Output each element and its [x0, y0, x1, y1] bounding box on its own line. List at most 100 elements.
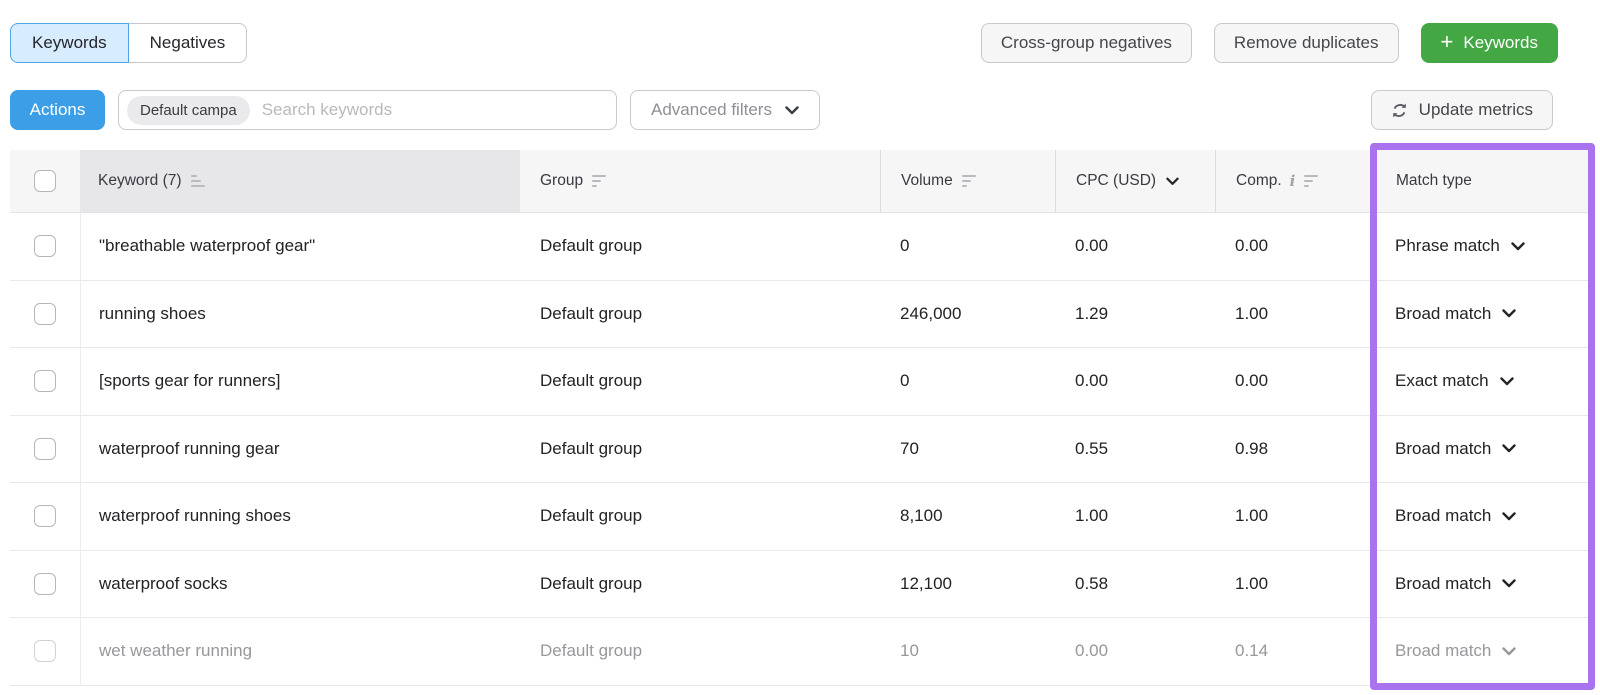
volume-value: 8,100	[900, 506, 943, 526]
chevron-down-icon	[1502, 444, 1517, 453]
actions-label: Actions	[29, 100, 86, 119]
comp-cell: 0.14	[1215, 618, 1373, 685]
cross-group-negatives-button[interactable]: Cross-group negatives	[980, 23, 1192, 63]
comp-cell: 0.00	[1215, 213, 1373, 280]
table-row: waterproof running shoes Default group 8…	[10, 483, 1590, 551]
match-type-dropdown[interactable]: Exact match	[1373, 348, 1590, 415]
volume-cell: 70	[880, 416, 1055, 483]
comp-column-label: Comp.	[1236, 172, 1282, 189]
column-header-group[interactable]: Group	[520, 150, 880, 212]
keyword-text: waterproof socks	[99, 573, 228, 593]
actions-button[interactable]: Actions	[10, 90, 105, 130]
keyword-text: waterproof running gear	[99, 438, 280, 458]
campaign-filter-pill[interactable]: Default campa	[127, 95, 250, 125]
sort-icon	[961, 174, 976, 188]
add-keywords-button[interactable]: + Keywords	[1420, 23, 1558, 63]
plus-icon: +	[1440, 29, 1454, 54]
match-type-dropdown[interactable]: Broad match	[1373, 416, 1590, 483]
volume-value: 0	[900, 236, 910, 256]
group-text: Default group	[540, 371, 643, 391]
comp-cell: 0.98	[1215, 416, 1373, 483]
match-type-value: Phrase match	[1395, 236, 1500, 256]
keyword-text: wet weather running	[99, 641, 253, 661]
info-icon[interactable]: i	[1289, 172, 1296, 190]
match-type-value: Broad match	[1395, 506, 1492, 526]
cpc-cell: 0.58	[1055, 551, 1215, 618]
comp-cell: 1.00	[1215, 483, 1373, 550]
cpc-value: 0.00	[1075, 236, 1109, 256]
keyword-text: waterproof running shoes	[99, 506, 291, 526]
column-header-keyword[interactable]: Keyword (7)	[80, 150, 520, 212]
cross-group-negatives-label: Cross-group negatives	[1000, 33, 1172, 52]
group-text: Default group	[540, 438, 643, 458]
keyword-cell: "breathable waterproof gear"	[80, 213, 520, 280]
table-body: "breathable waterproof gear" Default gro…	[10, 213, 1590, 686]
table-row: running shoes Default group 246,000 1.29…	[10, 280, 1590, 348]
tab-keywords-label: Keywords	[32, 33, 107, 52]
keyword-text: running shoes	[99, 303, 206, 323]
column-header-volume[interactable]: Volume	[880, 150, 1055, 212]
row-checkbox[interactable]	[34, 437, 56, 460]
match-type-value: Broad match	[1395, 641, 1492, 661]
row-checkbox[interactable]	[34, 302, 56, 325]
match-type-dropdown[interactable]: Broad match	[1373, 618, 1590, 685]
add-keywords-label: Keywords	[1463, 33, 1538, 52]
match-type-dropdown[interactable]: Broad match	[1373, 551, 1590, 618]
cpc-cell: 1.29	[1055, 281, 1215, 348]
cpc-cell: 1.00	[1055, 483, 1215, 550]
volume-cell: 8,100	[880, 483, 1055, 550]
row-checkbox-cell	[10, 483, 80, 550]
column-header-cpc[interactable]: CPC (USD)	[1055, 150, 1215, 212]
row-checkbox[interactable]	[34, 505, 56, 528]
row-checkbox[interactable]	[34, 370, 56, 393]
campaign-filter-label: Default campa	[140, 101, 237, 119]
select-all-checkbox[interactable]	[34, 170, 56, 192]
group-cell: Default group	[520, 551, 880, 618]
table-row: wet weather running Default group 10 0.0…	[10, 618, 1590, 686]
group-column-label: Group	[540, 172, 584, 189]
remove-duplicates-button[interactable]: Remove duplicates	[1213, 23, 1399, 63]
comp-cell: 1.00	[1215, 551, 1373, 618]
cpc-value: 0.58	[1075, 573, 1109, 593]
tab-keywords[interactable]: Keywords	[10, 23, 129, 63]
group-cell: Default group	[520, 348, 880, 415]
cpc-value: 0.00	[1075, 371, 1109, 391]
keyword-cell: wet weather running	[80, 618, 520, 685]
volume-cell: 12,100	[880, 551, 1055, 618]
table-row: "breathable waterproof gear" Default gro…	[10, 213, 1590, 281]
keyword-text: "breathable waterproof gear"	[99, 236, 316, 256]
group-text: Default group	[540, 641, 643, 661]
advanced-filters-dropdown[interactable]: Advanced filters	[630, 90, 820, 130]
group-text: Default group	[540, 573, 643, 593]
search-input[interactable]	[259, 99, 616, 121]
cpc-cell: 0.00	[1055, 348, 1215, 415]
row-checkbox[interactable]	[34, 235, 56, 258]
match-type-dropdown[interactable]: Phrase match	[1373, 213, 1590, 280]
volume-value: 246,000	[900, 303, 962, 323]
row-checkbox[interactable]	[34, 640, 56, 663]
volume-cell: 0	[880, 213, 1055, 280]
sort-desc-chevron-icon	[1166, 177, 1179, 185]
tab-negatives[interactable]: Negatives	[128, 23, 248, 63]
tab-negatives-label: Negatives	[149, 33, 226, 52]
comp-value: 1.00	[1235, 303, 1269, 323]
volume-value: 0	[900, 371, 910, 391]
table-row: [sports gear for runners] Default group …	[10, 348, 1590, 416]
volume-cell: 10	[880, 618, 1055, 685]
group-cell: Default group	[520, 416, 880, 483]
group-text: Default group	[540, 236, 643, 256]
column-header-comp[interactable]: Comp. i	[1215, 150, 1373, 212]
comp-value: 1.00	[1235, 506, 1269, 526]
table-header-row: Keyword (7) Group Volume CPC (USD) Comp.…	[10, 150, 1590, 213]
group-cell: Default group	[520, 213, 880, 280]
comp-value: 0.00	[1235, 371, 1269, 391]
match-type-dropdown[interactable]: Broad match	[1373, 483, 1590, 550]
volume-cell: 0	[880, 348, 1055, 415]
update-metrics-button[interactable]: Update metrics	[1370, 90, 1553, 130]
group-text: Default group	[540, 506, 643, 526]
match-type-dropdown[interactable]: Broad match	[1373, 281, 1590, 348]
row-checkbox[interactable]	[34, 572, 56, 595]
keyword-search-box: Default campa	[118, 90, 617, 130]
comp-value: 0.00	[1235, 236, 1269, 256]
sort-icon	[190, 174, 205, 188]
